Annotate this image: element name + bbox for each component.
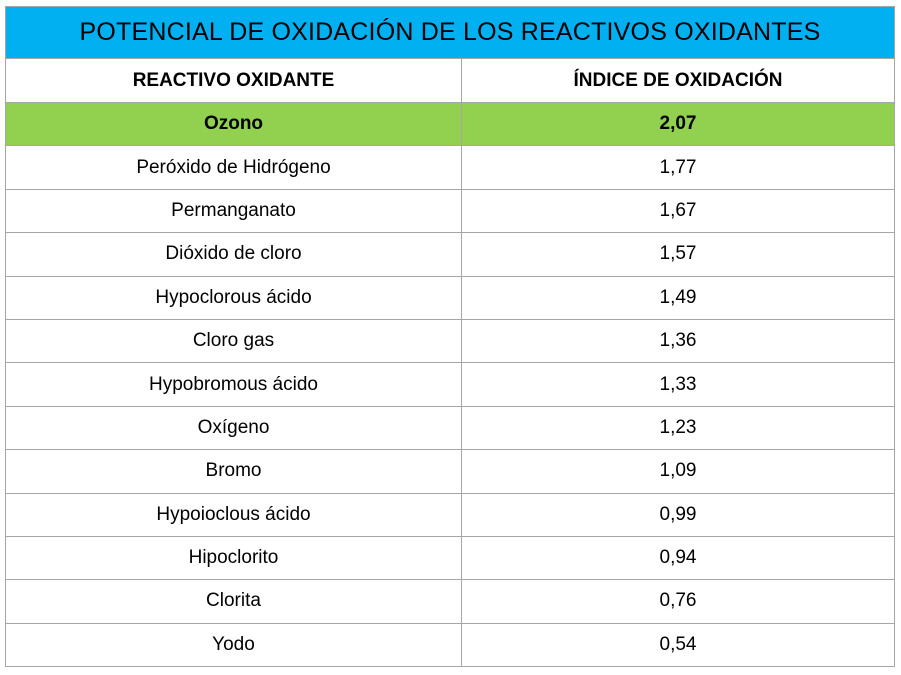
- table-row: Hypoclorous ácido 1,49: [5, 275, 895, 320]
- column-header-reactivo: REACTIVO OXIDANTE: [5, 58, 462, 103]
- cell-reactivo: Permanganato: [5, 188, 462, 234]
- table-row: Permanganato 1,67: [5, 188, 895, 234]
- cell-reactivo: Clorita: [5, 579, 462, 624]
- cell-reactivo: Yodo: [5, 622, 462, 668]
- cell-reactivo: Cloro gas: [5, 318, 462, 364]
- table-row: Clorita 0,76: [5, 579, 895, 624]
- table-row: Hypoioclous ácido 0,99: [5, 492, 895, 537]
- column-header-indice: ÍNDICE DE OXIDACIÓN: [461, 58, 895, 103]
- cell-reactivo: Peróxido de Hidrógeno: [5, 145, 462, 190]
- cell-reactivo: Hipoclorito: [5, 535, 462, 581]
- table-row: Bromo 1,09: [5, 449, 895, 494]
- table-row: Oxígeno 1,23: [5, 405, 895, 451]
- header-row: REACTIVO OXIDANTE ÍNDICE DE OXIDACIÓN: [5, 58, 895, 103]
- cell-reactivo: Dióxido de cloro: [5, 232, 462, 277]
- cell-reactivo: Ozono: [5, 101, 462, 147]
- cell-reactivo: Hypoclorous ácido: [5, 275, 462, 320]
- cell-indice: 1,77: [461, 145, 895, 190]
- table-row: Yodo 0,54: [5, 622, 895, 668]
- cell-indice: 1,09: [461, 449, 895, 494]
- cell-indice: 1,67: [461, 188, 895, 234]
- table-row: Ozono 2,07: [5, 101, 895, 147]
- table-row: Hipoclorito 0,94: [5, 535, 895, 581]
- cell-indice: 0,76: [461, 579, 895, 624]
- table-row: Peróxido de Hidrógeno 1,77: [5, 145, 895, 190]
- oxidation-table-container: POTENCIAL DE OXIDACIÓN DE LOS REACTIVOS …: [5, 6, 895, 668]
- table-row: Cloro gas 1,36: [5, 318, 895, 364]
- cell-indice: 1,57: [461, 232, 895, 277]
- cell-reactivo: Hypobromous ácido: [5, 362, 462, 407]
- cell-indice: 1,36: [461, 318, 895, 364]
- table-title: POTENCIAL DE OXIDACIÓN DE LOS REACTIVOS …: [5, 6, 895, 59]
- cell-indice: 1,49: [461, 275, 895, 320]
- cell-indice: 1,23: [461, 405, 895, 451]
- cell-indice: 0,94: [461, 535, 895, 581]
- cell-indice: 2,07: [461, 101, 895, 147]
- oxidation-potential-table: POTENCIAL DE OXIDACIÓN DE LOS REACTIVOS …: [5, 6, 895, 668]
- cell-indice: 0,54: [461, 622, 895, 668]
- cell-indice: 0,99: [461, 492, 895, 537]
- cell-reactivo: Oxígeno: [5, 405, 462, 451]
- table-row: Dióxido de cloro 1,57: [5, 232, 895, 277]
- title-row: POTENCIAL DE OXIDACIÓN DE LOS REACTIVOS …: [5, 6, 895, 59]
- table-row: Hypobromous ácido 1,33: [5, 362, 895, 407]
- cell-reactivo: Bromo: [5, 449, 462, 494]
- cell-reactivo: Hypoioclous ácido: [5, 492, 462, 537]
- cell-indice: 1,33: [461, 362, 895, 407]
